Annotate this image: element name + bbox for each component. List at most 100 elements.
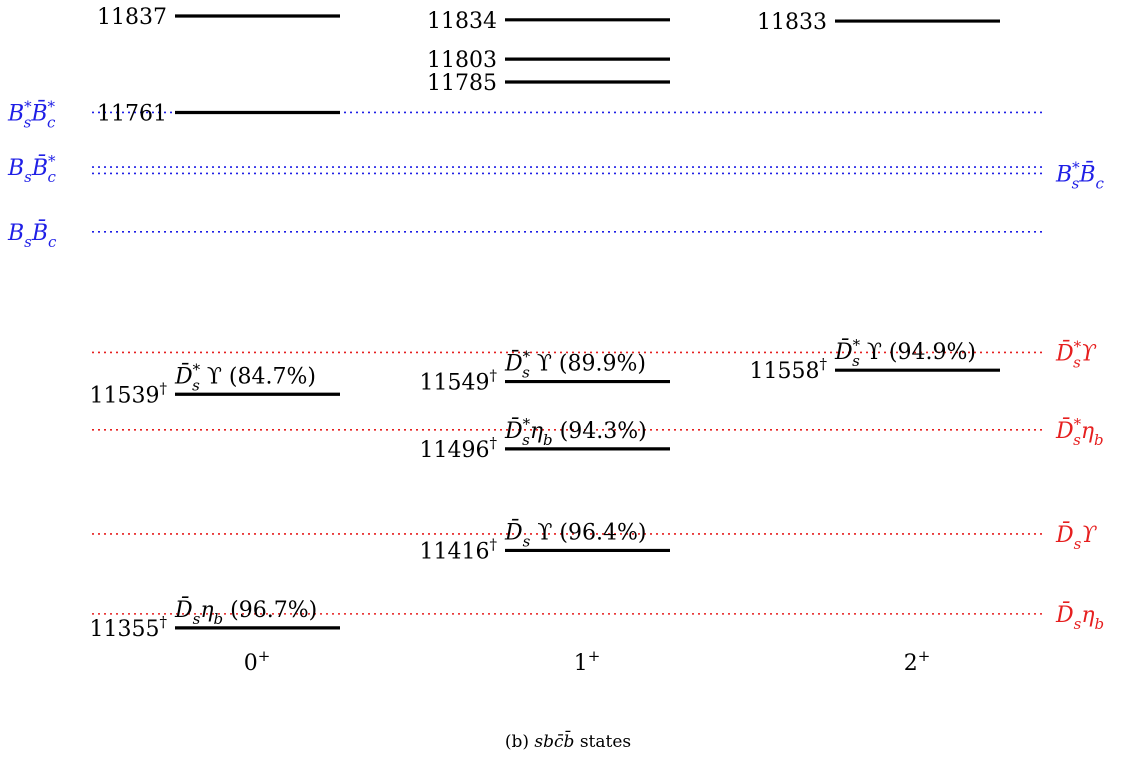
decay-sub: s bbox=[523, 532, 531, 550]
decay-partner: η bbox=[530, 419, 543, 444]
threshold-lines: B*s​B̄*c​Bs​B̄*c​B*s​B̄c​Bs​B̄c​D̄*s​ϒD̄… bbox=[7, 97, 1105, 632]
particle-sub: c bbox=[1096, 174, 1105, 192]
particle-sub: s bbox=[1074, 535, 1082, 553]
decay-sub: s bbox=[522, 431, 530, 449]
dagger-mark: † bbox=[490, 434, 498, 452]
level-mass-label: 11549† bbox=[420, 367, 498, 396]
caption-prefix: (b) bbox=[505, 732, 535, 752]
particle-symbol: η bbox=[1081, 419, 1094, 444]
mass-value: 11837 bbox=[97, 5, 167, 30]
mass-value: 11355 bbox=[90, 617, 160, 642]
decay-channel-label: D̄*s​ ϒ (94.9%) bbox=[834, 336, 976, 370]
decay-partner-fraction: ϒ (96.4%) bbox=[530, 520, 646, 545]
particle-sub: c bbox=[48, 168, 57, 186]
decay-sub: s bbox=[192, 376, 200, 394]
decay-symbol: D̄ bbox=[504, 518, 523, 545]
jp-spin: 1 bbox=[574, 651, 588, 676]
level-mass-label: 11761 bbox=[97, 101, 167, 126]
mass-value: 11785 bbox=[427, 71, 497, 96]
decay-symbol: D̄ bbox=[174, 596, 193, 623]
particle-sup: * bbox=[48, 97, 56, 115]
jp-parity: + bbox=[588, 647, 601, 665]
jp-parity: + bbox=[918, 647, 931, 665]
jp-spin: 2 bbox=[904, 651, 918, 676]
column-label-2: 2+ bbox=[904, 647, 931, 676]
particle-symbol: ϒ bbox=[1081, 523, 1097, 548]
particle-sub: s bbox=[24, 233, 32, 251]
particle-symbol: B bbox=[7, 156, 24, 181]
mass-value: 11416 bbox=[420, 539, 490, 564]
particle-symbol: B̄ bbox=[31, 154, 48, 181]
caption-math: sbc̄b̄ bbox=[534, 729, 574, 752]
particle-sup: * bbox=[1074, 337, 1082, 355]
column-label-0: 0+ bbox=[244, 647, 271, 676]
level-mass-label: 11355† bbox=[90, 613, 168, 642]
threshold-label-BsBcstar: Bs​B̄*c​ bbox=[7, 152, 57, 186]
decay-fraction: (96.7%) bbox=[223, 598, 317, 623]
level-mass-label: 11558† bbox=[750, 355, 828, 384]
threshold-label-BsstarBcstar: B*s​B̄*c​ bbox=[7, 97, 56, 131]
particle-sub: s bbox=[24, 168, 32, 186]
level-mass-label: 11416† bbox=[420, 535, 498, 564]
decay-sub: s bbox=[193, 610, 201, 628]
decay-partner-fraction: ϒ (94.9%) bbox=[860, 340, 976, 365]
decay-partner-fraction: ϒ (84.7%) bbox=[200, 364, 316, 389]
caption-suffix: states bbox=[574, 732, 631, 752]
decay-sup: * bbox=[853, 336, 861, 354]
jp-spin: 0 bbox=[244, 651, 258, 676]
dagger-mark: † bbox=[490, 535, 498, 553]
particle-sub: s bbox=[1073, 353, 1081, 371]
dagger-mark: † bbox=[820, 355, 828, 373]
decay-symbol: D̄ bbox=[504, 350, 523, 377]
decay-sup: * bbox=[523, 348, 531, 366]
level-mass-label: 11834 bbox=[427, 9, 497, 34]
particle-sup: * bbox=[48, 152, 56, 170]
particle-sub: c bbox=[48, 233, 57, 251]
particle-sub: b bbox=[1094, 431, 1104, 449]
particle-sub: b bbox=[1095, 615, 1105, 633]
particle-symbol: B bbox=[1055, 162, 1072, 187]
jp-parity: + bbox=[258, 647, 271, 665]
decay-channel-label: D̄*s​ ϒ (84.7%) bbox=[174, 360, 316, 394]
particle-symbol: D̄ bbox=[1055, 339, 1074, 366]
decay-partner-sub: b bbox=[543, 431, 553, 449]
decay-partner-fraction: ϒ (89.9%) bbox=[530, 352, 646, 377]
particle-symbol: D̄ bbox=[1055, 601, 1074, 628]
decay-symbol: D̄ bbox=[174, 362, 193, 389]
decay-sup: * bbox=[193, 360, 201, 378]
mass-value: 11539 bbox=[90, 383, 160, 408]
particle-sup: * bbox=[1074, 415, 1082, 433]
particle-sub: c bbox=[47, 113, 56, 131]
decay-fraction: (94.3%) bbox=[553, 419, 647, 444]
column-label-1: 1+ bbox=[574, 647, 601, 676]
dagger-mark: † bbox=[490, 367, 498, 385]
particle-sub: s bbox=[1073, 431, 1081, 449]
decay-sub: s bbox=[852, 352, 860, 370]
particle-symbol: B̄ bbox=[31, 219, 48, 246]
particle-symbol: B̄ bbox=[30, 99, 47, 126]
mass-value: 11558 bbox=[750, 359, 820, 384]
decay-sub: s bbox=[522, 364, 530, 382]
decay-channel-label: D̄s​ ϒ (96.4%) bbox=[504, 518, 647, 550]
threshold-label-DsstarEtab: D̄*s​ηb​ bbox=[1055, 415, 1104, 449]
mass-value: 11549 bbox=[420, 371, 490, 396]
particle-symbol: B̄ bbox=[1078, 160, 1095, 187]
threshold-label-BsBc: Bs​B̄c​ bbox=[7, 219, 57, 251]
threshold-label-DsstarUpsilon: D̄*s​ϒ bbox=[1055, 337, 1097, 371]
decay-channel-label: D̄*s​ ϒ (89.9%) bbox=[504, 348, 646, 382]
threshold-label-BsstarBc: B*s​B̄c​ bbox=[1055, 158, 1105, 192]
particle-sup: * bbox=[1072, 158, 1080, 176]
figure-caption: (b) sbc̄b̄ states bbox=[505, 729, 631, 752]
column-labels: 0+ 1+ 2+ bbox=[244, 647, 931, 676]
particle-sup: * bbox=[24, 97, 32, 115]
level-mass-label: 11837 bbox=[97, 5, 167, 30]
threshold-label-DsEtab: D̄s​ηb​ bbox=[1055, 601, 1104, 633]
level-mass-label: 11785 bbox=[427, 71, 497, 96]
mass-value: 11833 bbox=[757, 10, 827, 35]
decay-symbol: D̄ bbox=[504, 417, 523, 444]
level-mass-label: 11539† bbox=[90, 379, 168, 408]
particle-symbol: B bbox=[7, 221, 24, 246]
particle-sub: s bbox=[1072, 174, 1080, 192]
